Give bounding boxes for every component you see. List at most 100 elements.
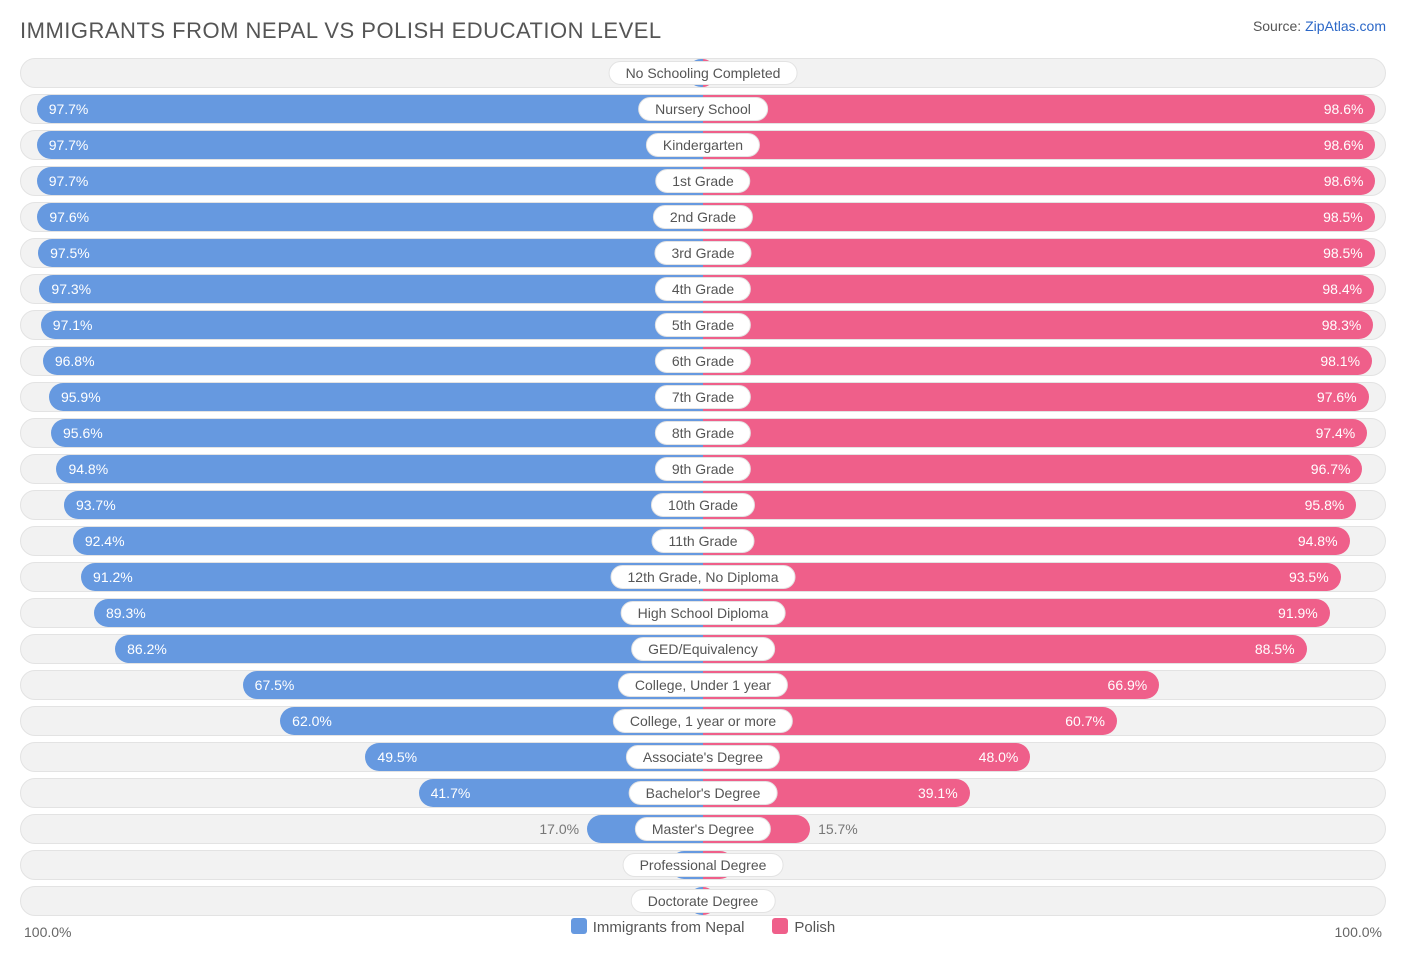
bar-left-value: 97.1%	[41, 317, 105, 333]
category-label: High School Diploma	[621, 601, 786, 625]
source-link[interactable]: ZipAtlas.com	[1305, 18, 1386, 34]
bar-right: 98.6%	[703, 167, 1375, 195]
bar-left: 95.6%	[51, 419, 703, 447]
bar-left-value: 92.4%	[73, 533, 137, 549]
legend-left-label: Immigrants from Nepal	[593, 919, 745, 936]
bar-right: 93.5%	[703, 563, 1341, 591]
bar-left: 92.4%	[73, 527, 703, 555]
bar-row: 89.3% 91.9% High School Diploma	[20, 598, 1386, 628]
bar-left-value: 97.7%	[37, 173, 101, 189]
bar-right-value: 88.5%	[1243, 641, 1307, 657]
axis-left-label: 100.0%	[24, 924, 71, 940]
chart-rows: 2.3%1.4%No Schooling Completed 97.7% 98.6%…	[20, 58, 1386, 916]
bar-left-value: 91.2%	[81, 569, 145, 585]
chart-source: Source: ZipAtlas.com	[1253, 18, 1386, 34]
bar-row: 4.8%4.6%Professional Degree	[20, 850, 1386, 880]
category-label: 2nd Grade	[653, 205, 753, 229]
bar-right-value: 97.4%	[1304, 425, 1368, 441]
bar-right-value: 98.6%	[1312, 101, 1376, 117]
bar-left-value: 41.7%	[419, 785, 483, 801]
bar-row: 92.4%94.8%11th Grade	[20, 526, 1386, 556]
legend-right: Polish	[772, 918, 835, 936]
category-label: 8th Grade	[655, 421, 751, 445]
category-label: No Schooling Completed	[609, 61, 798, 85]
bar-left: 97.3%	[39, 275, 703, 303]
bar-left: 97.5%	[38, 239, 703, 267]
axis-right-label: 100.0%	[1335, 924, 1382, 940]
category-label: 6th Grade	[655, 349, 751, 373]
bar-left: 95.9%	[49, 383, 703, 411]
bar-left-value: 62.0%	[280, 713, 344, 729]
bar-right: 94.8%	[703, 527, 1350, 555]
bar-right: 88.5%	[703, 635, 1307, 663]
bar-row: 97.5%98.5%3rd Grade	[20, 238, 1386, 268]
bar-right: 98.6%	[703, 131, 1375, 159]
bar-row: 17.0% 15.7% Master's Degree	[20, 814, 1386, 844]
bar-row: 41.7%39.1%Bachelor's Degree	[20, 778, 1386, 808]
bar-right: 98.5%	[703, 203, 1375, 231]
bar-left: 94.8%	[56, 455, 703, 483]
bar-left: 97.7%	[37, 131, 703, 159]
category-label: College, 1 year or more	[613, 709, 793, 733]
bar-left: 89.3%	[94, 599, 703, 627]
bar-left: 97.6%	[37, 203, 703, 231]
bar-right-value: 94.8%	[1286, 533, 1350, 549]
bar-left-value: 97.5%	[38, 245, 102, 261]
bar-right: 98.4%	[703, 275, 1374, 303]
bar-row: 94.8%96.7%9th Grade	[20, 454, 1386, 484]
bar-row: 95.6% 97.4% 8th Grade	[20, 418, 1386, 448]
category-label: 4th Grade	[655, 277, 751, 301]
bar-left-value: 49.5%	[365, 749, 429, 765]
bar-left-value: 67.5%	[243, 677, 307, 693]
bar-left-value: 97.7%	[37, 137, 101, 153]
bar-row: 93.7%95.8%10th Grade	[20, 490, 1386, 520]
bar-right-value: 15.7%	[818, 815, 858, 843]
category-label: Master's Degree	[635, 817, 771, 841]
bar-row: 2.2%1.9%Doctorate Degree	[20, 886, 1386, 916]
bar-left: 93.7%	[64, 491, 703, 519]
chart-title: IMMIGRANTS FROM NEPAL VS POLISH EDUCATIO…	[20, 18, 662, 44]
bar-right: 97.4%	[703, 419, 1367, 447]
bar-right: 95.8%	[703, 491, 1356, 519]
bar-row: 2.3%1.4%No Schooling Completed	[20, 58, 1386, 88]
bar-right-value: 95.8%	[1293, 497, 1357, 513]
bar-left-value: 97.7%	[37, 101, 101, 117]
bar-right: 97.6%	[703, 383, 1369, 411]
legend-swatch-right	[772, 918, 788, 934]
bar-right-value: 97.6%	[1305, 389, 1369, 405]
bar-left-value: 95.6%	[51, 425, 115, 441]
bar-left: 97.1%	[41, 311, 703, 339]
category-label: Associate's Degree	[626, 745, 780, 769]
bar-right: 98.1%	[703, 347, 1372, 375]
bar-left-value: 95.9%	[49, 389, 113, 405]
bar-right: 98.6%	[703, 95, 1375, 123]
legend-left: Immigrants from Nepal	[571, 918, 745, 936]
legend-right-label: Polish	[794, 919, 835, 936]
bar-left: 97.7%	[37, 95, 703, 123]
bar-right: 96.7%	[703, 455, 1362, 483]
bar-right-value: 98.6%	[1312, 173, 1376, 189]
bar-left-value: 93.7%	[64, 497, 128, 513]
bar-left-value: 94.8%	[56, 461, 120, 477]
bar-left: 86.2%	[115, 635, 703, 663]
bar-right-value: 91.9%	[1266, 605, 1330, 621]
category-label: 12th Grade, No Diploma	[611, 565, 796, 589]
source-prefix: Source:	[1253, 18, 1305, 34]
bar-left: 97.7%	[37, 167, 703, 195]
bar-row: 86.2%88.5%GED/Equivalency	[20, 634, 1386, 664]
bar-row: 97.7%98.6%Nursery School	[20, 94, 1386, 124]
category-label: Doctorate Degree	[631, 889, 776, 913]
bar-right: 98.3%	[703, 311, 1373, 339]
category-label: Professional Degree	[623, 853, 784, 877]
category-label: 7th Grade	[655, 385, 751, 409]
bar-row: 97.7%98.6%Kindergarten	[20, 130, 1386, 160]
bar-left-value: 17.0%	[539, 815, 579, 843]
bar-left-value: 97.6%	[37, 209, 101, 225]
bar-row: 96.8%98.1%6th Grade	[20, 346, 1386, 376]
bar-right-value: 93.5%	[1277, 569, 1341, 585]
bar-right-value: 96.7%	[1299, 461, 1363, 477]
legend-swatch-left	[571, 918, 587, 934]
bar-right-value: 98.6%	[1312, 137, 1376, 153]
bar-row: 97.7%98.6%1st Grade	[20, 166, 1386, 196]
bar-row: 62.0%60.7%College, 1 year or more	[20, 706, 1386, 736]
